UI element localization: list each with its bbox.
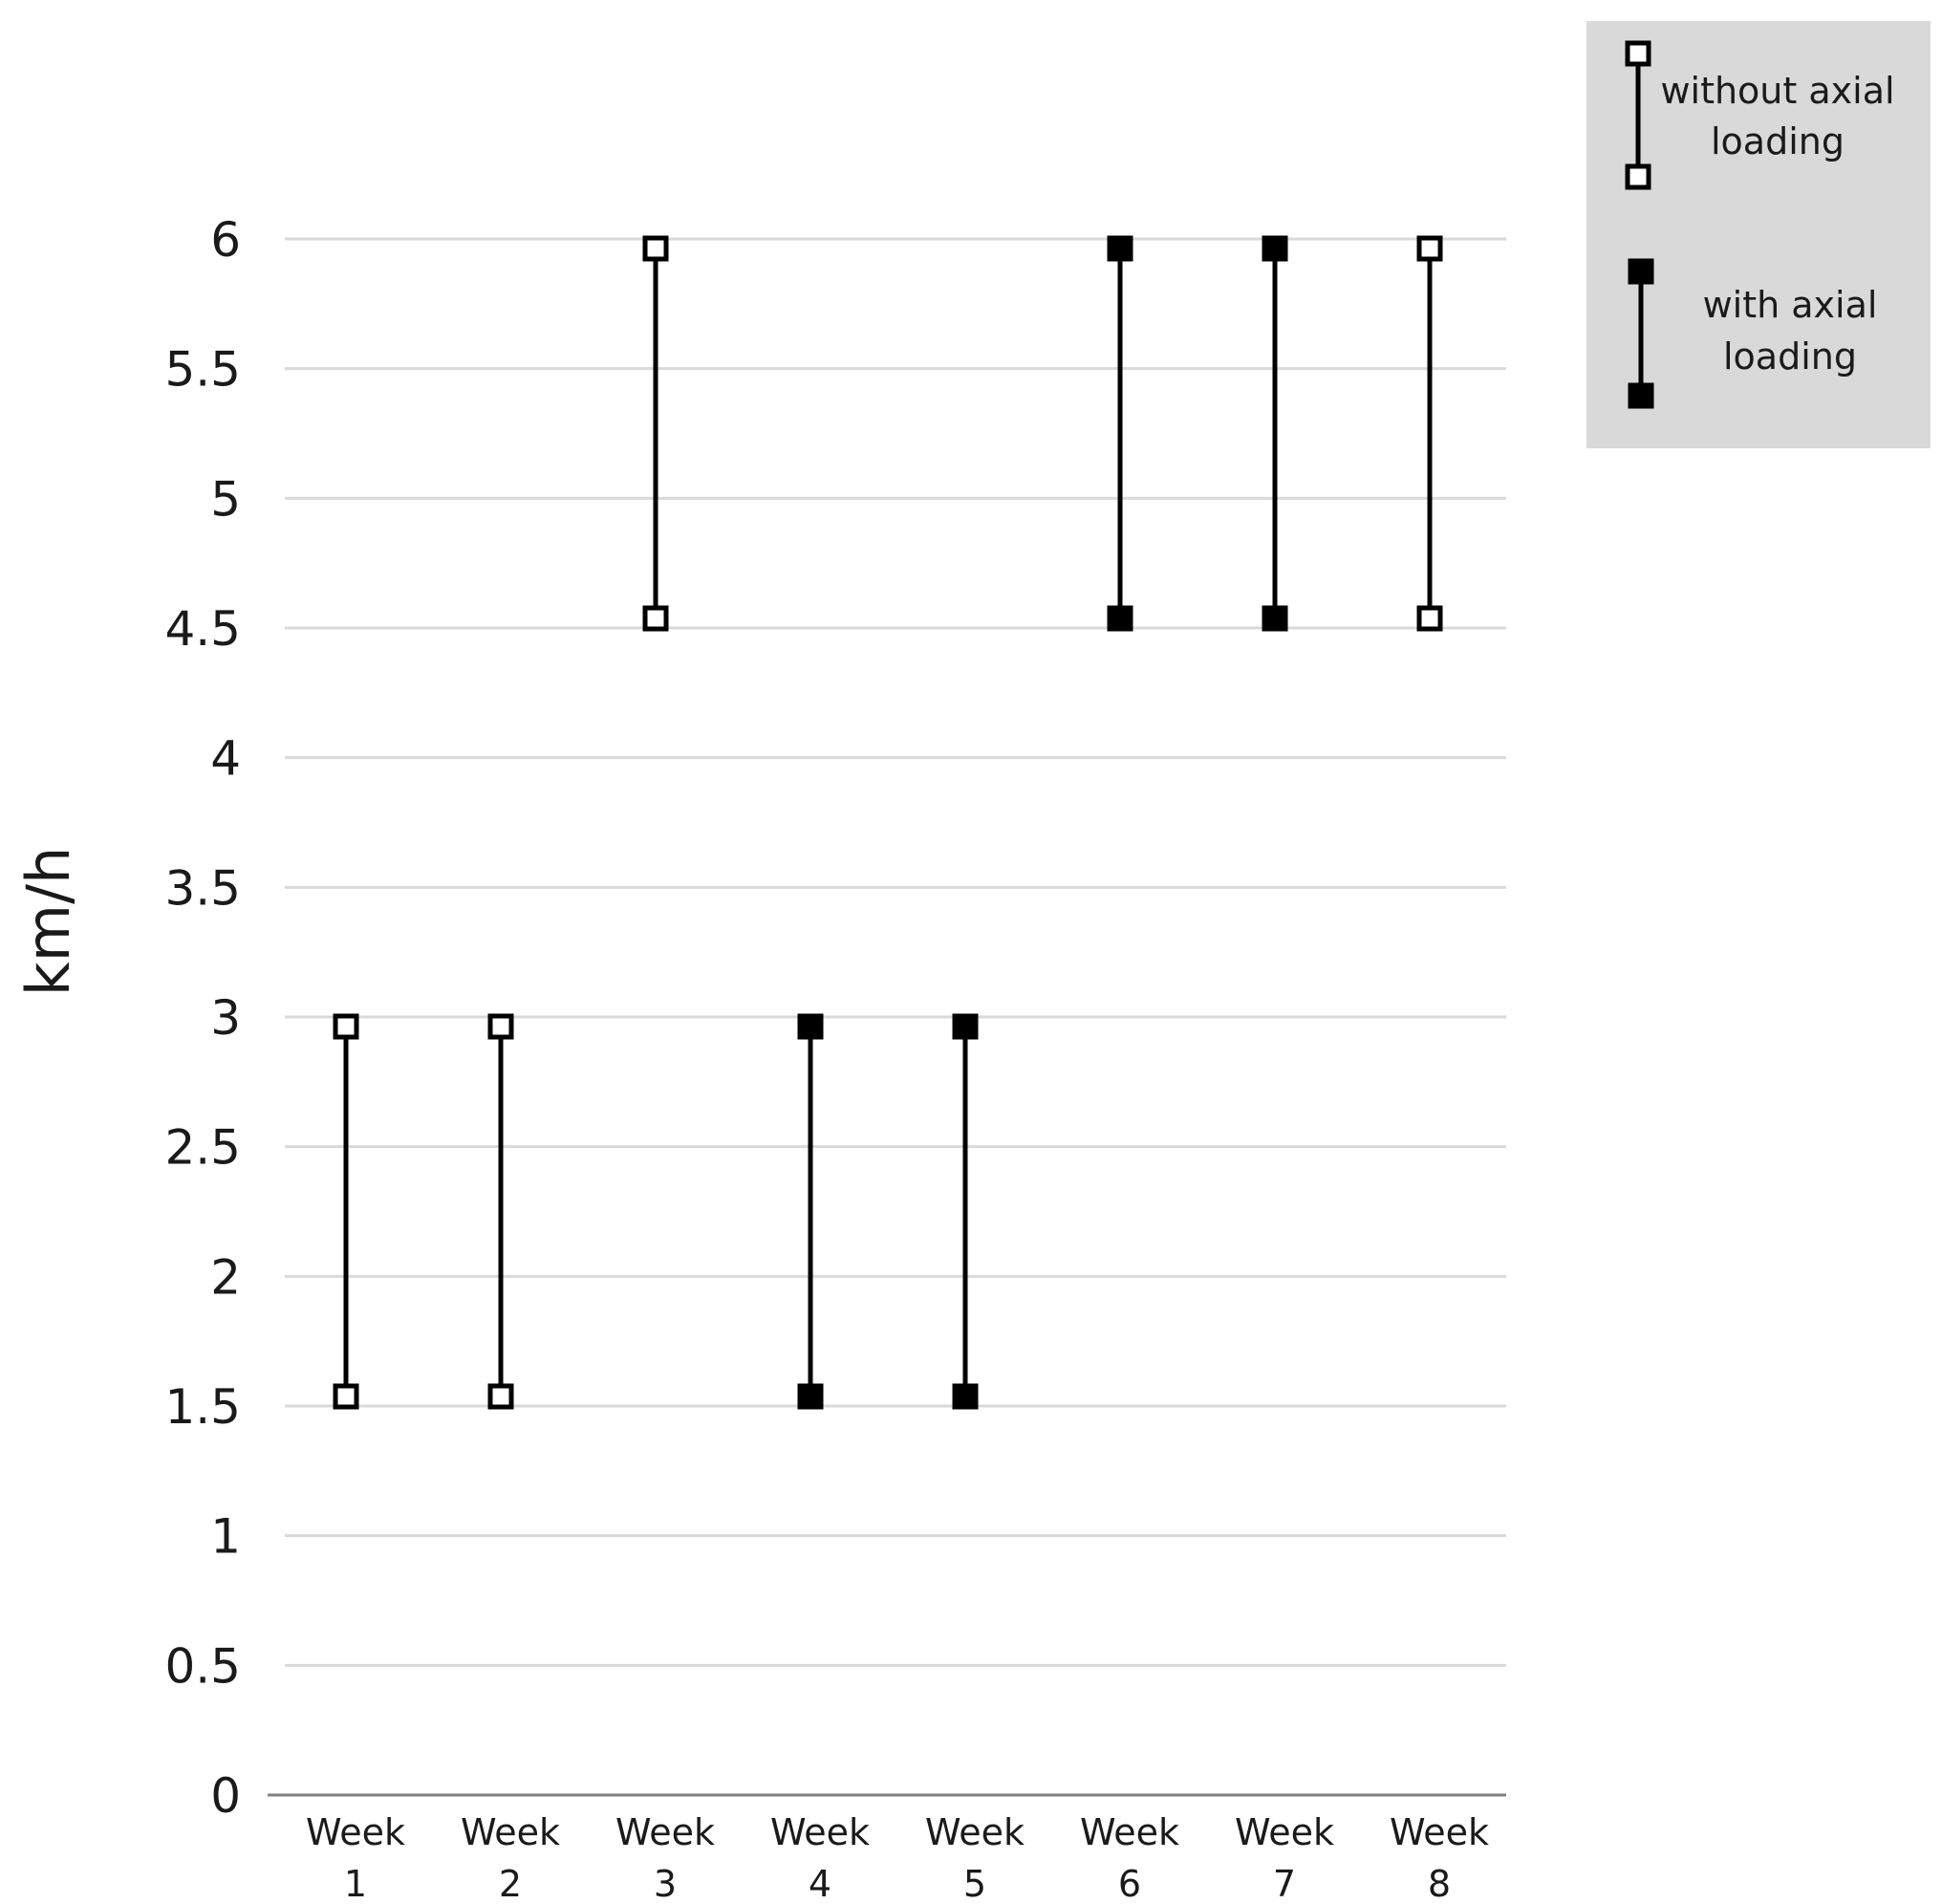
legend-marker-top-without (1625, 40, 1651, 67)
y-tick-label: 4 (210, 731, 241, 787)
range-low-marker-week-7 (1262, 605, 1288, 632)
legend-marker-top-with (1628, 258, 1654, 285)
y-tick-label: 2.5 (164, 1120, 241, 1176)
x-tick-label-week: Week (615, 1811, 715, 1853)
x-tick-label-number: 6 (1118, 1863, 1141, 1904)
y-tick-label: 0 (210, 1768, 241, 1824)
x-tick-label-week: Week (1235, 1811, 1334, 1853)
y-tick-label: 3.5 (164, 860, 241, 916)
range-high-marker-week-8 (1416, 235, 1443, 262)
x-tick-label-week: Week (770, 1811, 870, 1853)
range-low-marker-week-5 (952, 1383, 979, 1410)
x-tick-label-number: 5 (963, 1863, 986, 1904)
y-tick-label: 5.5 (164, 342, 241, 398)
range-low-marker-week-1 (333, 1383, 359, 1410)
range-high-marker-week-3 (642, 235, 669, 262)
range-high-marker-week-1 (333, 1013, 359, 1040)
y-tick-label: 1.5 (164, 1379, 241, 1435)
range-high-marker-week-5 (952, 1013, 979, 1040)
range-high-marker-week-6 (1107, 235, 1133, 262)
y-tick-label: 5 (210, 471, 241, 527)
x-tick-label-number: 2 (499, 1863, 522, 1904)
x-tick-label-week: Week (925, 1811, 1025, 1853)
y-tick-label: 3 (210, 990, 241, 1046)
x-tick-label-week: Week (1080, 1811, 1179, 1853)
x-tick-label-week: Week (1390, 1811, 1489, 1853)
legend-marker-bottom-with (1628, 382, 1654, 409)
y-tick-label: 4.5 (164, 601, 241, 657)
y-tick-label: 0.5 (164, 1638, 241, 1694)
y-axis-title: km/h (13, 847, 83, 996)
x-tick-label-number: 3 (654, 1863, 677, 1904)
x-tick-label-number: 8 (1428, 1863, 1451, 1904)
range-low-marker-week-3 (642, 605, 669, 632)
range-low-marker-week-8 (1416, 605, 1443, 632)
y-tick-label: 2 (210, 1249, 241, 1305)
range-high-marker-week-2 (487, 1013, 514, 1040)
legend-box (1586, 21, 1931, 448)
range-low-marker-week-6 (1107, 605, 1133, 632)
legend-marker-bottom-without (1625, 163, 1651, 190)
range-low-marker-week-2 (487, 1383, 514, 1410)
legend-label-with: with axial (1703, 284, 1878, 326)
range-low-marker-week-4 (797, 1383, 824, 1410)
y-tick-label: 6 (210, 212, 241, 268)
y-tick-label: 1 (210, 1509, 241, 1565)
x-tick-label-week: Week (306, 1811, 405, 1853)
x-tick-label-week: Week (461, 1811, 560, 1853)
legend-label-with-line2: loading (1723, 335, 1857, 378)
legend-label-without: without axial (1660, 70, 1894, 112)
x-tick-label-number: 1 (344, 1863, 367, 1904)
x-tick-label-number: 4 (809, 1863, 831, 1904)
legend-label-without-line2: loading (1711, 120, 1845, 162)
range-high-marker-week-7 (1262, 235, 1288, 262)
x-tick-label-number: 7 (1273, 1863, 1296, 1904)
range-high-marker-week-4 (797, 1013, 824, 1040)
